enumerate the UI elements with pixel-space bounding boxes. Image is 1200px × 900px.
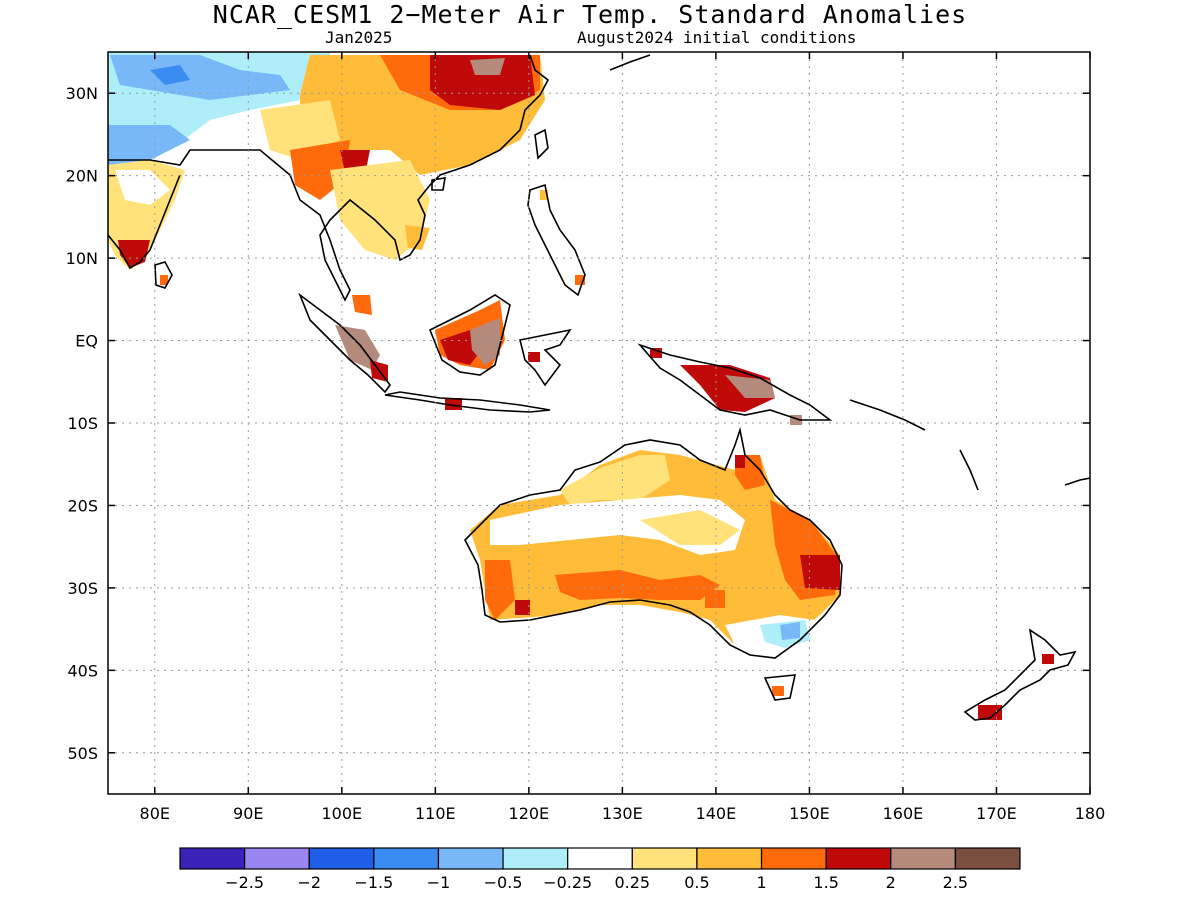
map-title: NCAR_CESM1 2−Meter Air Temp. Standard An… (212, 0, 968, 29)
lon-label: 120E (509, 804, 550, 823)
coast-borneo (428, 294, 511, 376)
colorbar-swatch (696, 847, 763, 870)
colorbar-label: −1 (427, 873, 451, 892)
lat-label: 30N (66, 84, 98, 103)
coast-india (108, 174, 181, 270)
coast-taiwan (534, 128, 549, 160)
colorbar: −2.5 −2 −1.5 −1 −0.5 −0.25 0.25 0.5 1 1.5 2 2.5 (179, 847, 1021, 892)
lat-label: 30S (67, 579, 98, 598)
coast-asia (108, 54, 550, 302)
lon-label: 130E (602, 804, 643, 823)
colorbar-swatch (631, 847, 698, 870)
coast-sulawesi (519, 328, 572, 387)
colorbar-label: 0.25 (614, 873, 650, 892)
lon-label: 180 (1075, 804, 1106, 823)
colorbar-label: 2 (886, 873, 896, 892)
colorbar-label: 1.5 (813, 873, 838, 892)
coast-fiji (1064, 477, 1090, 486)
coast-tasmania (763, 674, 797, 701)
forecast-month: Jan2025 (325, 28, 393, 47)
coast-philippines (527, 183, 586, 297)
lon-label: 80E (140, 804, 170, 823)
colorbar-swatch (954, 847, 1021, 870)
colorbar-swatch (825, 847, 892, 870)
lon-label: 100E (321, 804, 362, 823)
coast-java (384, 391, 551, 413)
colorbar-label: 2.5 (943, 873, 968, 892)
strong-warm-anomaly-china (430, 55, 535, 110)
colorbar-swatch (760, 847, 827, 870)
lon-label: 110E (415, 804, 456, 823)
lat-label: EQ (75, 332, 98, 351)
colorbar-swatch (890, 847, 956, 870)
axes: 30N 20N 10N EQ 10S 20S 30S 40S 50S 80E 90E 100E 110E… (66, 52, 1106, 823)
coast-new-zealand (963, 628, 1077, 721)
warm-anomaly-australia (470, 450, 840, 655)
lat-label: 10S (67, 414, 98, 433)
lat-label: 20S (67, 496, 98, 515)
coast-japan (609, 54, 651, 71)
lon-label: 150E (789, 804, 830, 823)
coast-australia (464, 426, 843, 659)
colorbar-swatch (308, 847, 375, 870)
coast-sumatra (298, 292, 391, 394)
lat-label: 20N (66, 167, 98, 186)
colorbar-label: −1.5 (354, 873, 393, 892)
cool-anomaly-west (108, 125, 190, 165)
initial-conditions: August2024 initial conditions (577, 28, 857, 47)
warm-anomaly-new-guinea (680, 365, 775, 412)
lon-label: 140E (696, 804, 737, 823)
coastlines (108, 54, 1090, 721)
colorbar-swatch (437, 847, 504, 870)
anomaly-shading (108, 52, 1054, 720)
warm-anomaly-indochina (330, 160, 430, 260)
colorbar-label: −2 (297, 873, 321, 892)
lon-label: 160E (883, 804, 924, 823)
coast-vanuatu (959, 449, 979, 491)
colorbar-swatch (502, 847, 569, 870)
colorbar-label: −2.5 (225, 873, 264, 892)
colorbar-label: 1 (756, 873, 766, 892)
lon-label: 170E (976, 804, 1017, 823)
colorbar-swatch (179, 847, 246, 870)
lat-label: 50S (67, 744, 98, 763)
lon-label: 90E (233, 804, 263, 823)
lat-label: 40S (67, 661, 98, 680)
lat-label: 10N (66, 249, 98, 268)
coast-solomons (849, 399, 926, 431)
colorbar-label: −0.5 (484, 873, 523, 892)
coast-new-guinea (637, 343, 833, 421)
colorbar-label: −0.25 (543, 873, 592, 892)
graticule (108, 52, 1090, 794)
coast-sri-lanka (154, 261, 173, 289)
colorbar-swatch (373, 847, 440, 870)
colorbar-label: 0.5 (684, 873, 709, 892)
colorbar-swatch (567, 847, 633, 870)
coast-hainan (431, 177, 446, 191)
colorbar-swatch (244, 847, 310, 870)
